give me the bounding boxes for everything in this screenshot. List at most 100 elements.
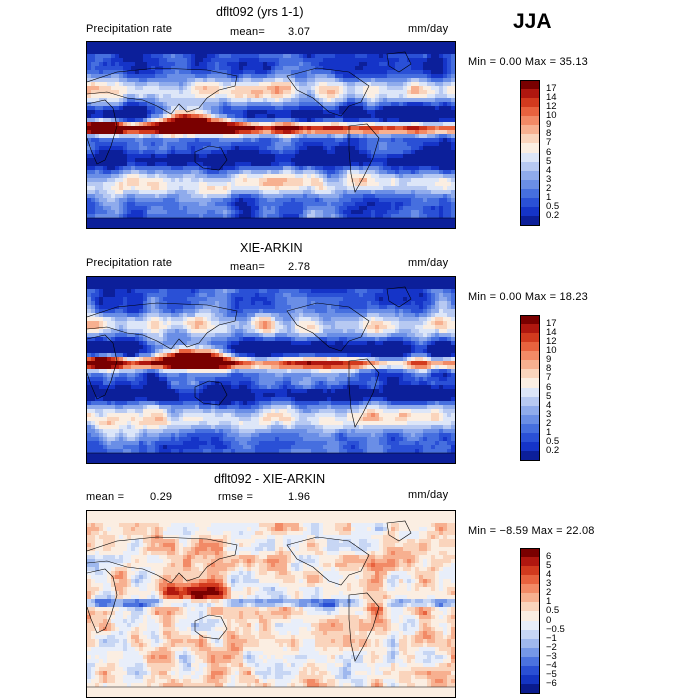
panel-mean-label: mean=	[230, 261, 265, 273]
colorbar-tick-label: 4	[546, 164, 552, 176]
colorbar-tick-label: 2	[546, 417, 552, 429]
colorbar-tick-label: 7	[546, 137, 552, 149]
colorbar-cell	[520, 647, 540, 658]
colorbar-cell	[520, 315, 540, 325]
panel-mean-value: 2.78	[288, 261, 311, 273]
colorbar-cell	[520, 387, 540, 398]
colorbar-tick-label: 6	[546, 146, 552, 158]
colorbar-tick-label: 14	[546, 327, 557, 339]
colorbar-cell	[520, 566, 540, 576]
colorbar-cell	[520, 197, 540, 208]
colorbar-cell	[520, 206, 540, 217]
colorbar-tick-label: −5	[546, 668, 557, 680]
colorbar-cell	[520, 441, 540, 452]
colorbar-tick-label: −1	[546, 632, 557, 644]
colorbar-tick-label: 5	[546, 155, 552, 167]
colorbar: 17 14 12 10 9 8 7 6 5 4 3 2 1 0.5 0.2	[520, 80, 580, 226]
colorbar-cell	[520, 611, 540, 621]
panel-title: dflt092 (yrs 1-1)	[216, 5, 304, 19]
colorbar-tick-label: 0	[546, 614, 552, 626]
colorbar-tick-label: 9	[546, 354, 552, 366]
colorbar-cell	[520, 620, 540, 631]
colorbar-tick-label: 2	[546, 182, 552, 194]
colorbar-cell	[520, 161, 540, 172]
colorbar-cell	[520, 557, 540, 567]
colorbar-cell	[520, 665, 540, 676]
colorbar-cell	[520, 351, 540, 361]
colorbar-tick-label: 0.2	[546, 209, 560, 221]
colorbar: 17 14 12 10 9 8 7 6 5 4 3 2 1 0.5 0.2	[520, 315, 580, 461]
panel-unit: mm/day	[408, 257, 449, 269]
colorbar-cell	[520, 584, 540, 594]
colorbar-cell	[520, 125, 540, 135]
precip-map	[86, 41, 456, 229]
colorbar-cell	[520, 80, 540, 90]
diff-map	[86, 510, 456, 698]
colorbar-tick-label: 17	[546, 83, 557, 95]
colorbar-cell	[520, 414, 540, 425]
colorbar-cell	[520, 170, 540, 181]
colorbar-cell	[520, 593, 540, 603]
panel-minmax: Min = −8.59 Max = 22.08	[468, 525, 595, 537]
colorbar-tick-label: 14	[546, 92, 557, 104]
colorbar-tick-label: 3	[546, 408, 552, 420]
colorbar-cell	[520, 683, 540, 694]
colorbar-cell	[520, 89, 540, 99]
colorbar: 6 5 4 3 2 1 0.5 0 −0.5 −1 −2 −3 −4 −5 −6	[520, 548, 580, 694]
colorbar-cell	[520, 369, 540, 379]
colorbar-cell	[520, 629, 540, 640]
colorbar-tick-label: 10	[546, 110, 557, 122]
colorbar-tick-label: 6	[546, 551, 552, 563]
colorbar-cell	[520, 324, 540, 334]
panel-rmse-value: 1.96	[288, 491, 311, 503]
panel-mean-label: mean =	[86, 491, 125, 503]
precip-map-field	[87, 277, 455, 463]
colorbar-tick-label: −4	[546, 659, 557, 671]
colorbar-cell	[520, 396, 540, 407]
panel-minmax: Min = 0.00 Max = 35.13	[468, 56, 588, 68]
diff-map-field	[87, 511, 455, 697]
colorbar-tick-label: 1	[546, 426, 552, 438]
colorbar-tick-label: 8	[546, 128, 552, 140]
colorbar-cell	[520, 548, 540, 558]
colorbar-cell	[520, 405, 540, 416]
colorbar-cell	[520, 107, 540, 117]
colorbar-tick-label: 0.2	[546, 444, 560, 456]
colorbar-tick-label: 6	[546, 381, 552, 393]
colorbar-tick-label: 1	[546, 596, 552, 608]
colorbar-cell	[520, 134, 540, 144]
colorbar-cell	[520, 378, 540, 388]
colorbar-cell	[520, 143, 540, 153]
colorbar-cell	[520, 360, 540, 370]
colorbar-tick-label: 3	[546, 578, 552, 590]
colorbar-cell	[520, 98, 540, 108]
colorbar-tick-label: 12	[546, 336, 557, 348]
colorbar-tick-label: 7	[546, 372, 552, 384]
panel-title: XIE-ARKIN	[240, 241, 303, 255]
colorbar-tick-label: 0.5	[546, 435, 560, 447]
colorbar-cell	[520, 423, 540, 434]
colorbar-tick-label: 17	[546, 318, 557, 330]
panel-rmse-label: rmse =	[218, 491, 254, 503]
colorbar-cell	[520, 450, 540, 461]
colorbar-cell	[520, 215, 540, 226]
panel-unit: mm/day	[408, 23, 449, 35]
panel-unit: mm/day	[408, 489, 449, 501]
colorbar-tick-label: 12	[546, 101, 557, 113]
colorbar-tick-label: 3	[546, 173, 552, 185]
colorbar-tick-label: 5	[546, 560, 552, 572]
panel-field-label: Precipitation rate	[86, 257, 173, 269]
colorbar-tick-label: −2	[546, 641, 557, 653]
precip-map	[86, 276, 456, 464]
colorbar-tick-label: 0.5	[546, 605, 560, 617]
colorbar-cell	[520, 575, 540, 585]
colorbar-cell	[520, 432, 540, 443]
panel-mean-value: 0.29	[150, 491, 173, 503]
colorbar-tick-label: −6	[546, 677, 557, 689]
colorbar-cell	[520, 342, 540, 352]
colorbar-cell	[520, 188, 540, 199]
colorbar-cell	[520, 656, 540, 667]
colorbar-cell	[520, 116, 540, 126]
panel-mean-value: 3.07	[288, 26, 311, 38]
colorbar-tick-label: 8	[546, 363, 552, 375]
